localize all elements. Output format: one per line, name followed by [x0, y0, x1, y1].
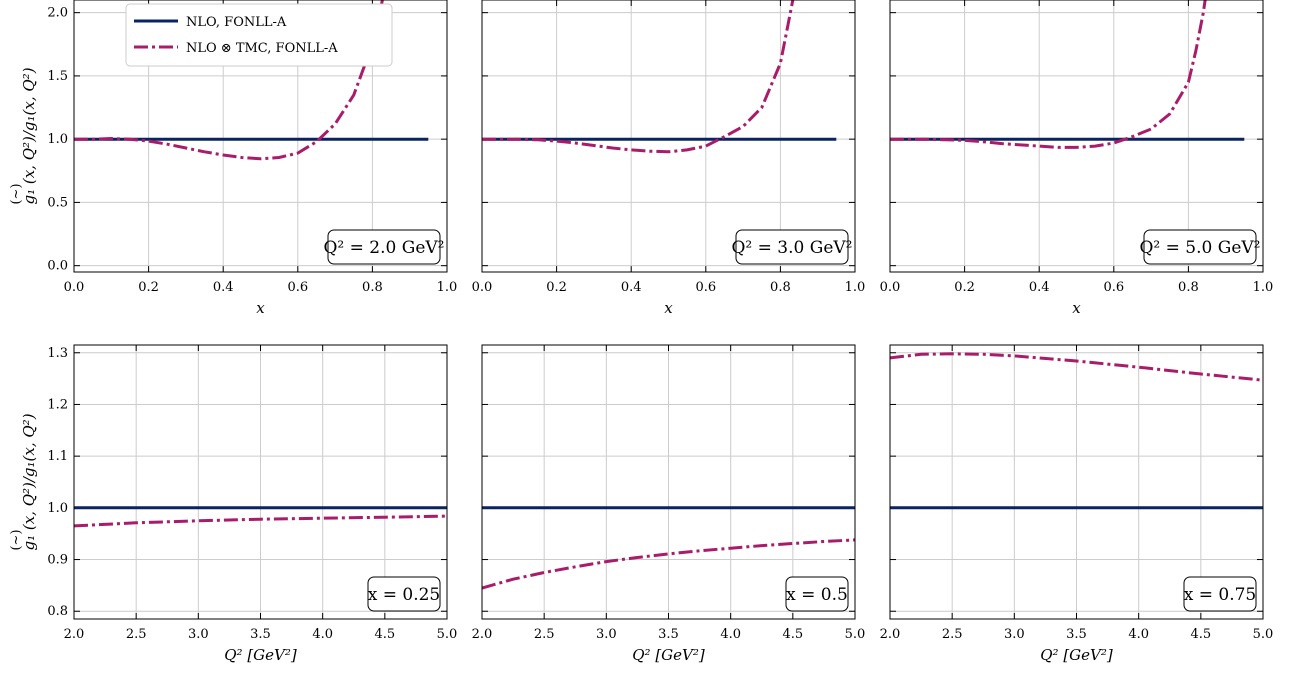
y-axis-label-accent: (~)	[9, 529, 24, 550]
series-line-nlo-tmc	[890, 0, 1207, 149]
x-tick-label: 0.4	[621, 280, 642, 295]
panel-2: 0.0 0.2 0.4 0.6 0.8 1.0 Q² = 3.0 GeV² x	[472, 0, 866, 317]
series-line-nlo-tmc	[482, 0, 795, 154]
annotation-box: x = 0.75	[1183, 576, 1257, 612]
plot-frame	[481, 0, 856, 273]
annotation-label: x = 0.25	[368, 585, 441, 605]
x-axis-label: x	[256, 299, 265, 317]
x-tick-label: 3.0	[1004, 627, 1025, 642]
legend: NLO, FONLL-A NLO ⊗ TMC, FONLL-A	[125, 3, 393, 67]
x-tick-label: 4.5	[782, 627, 803, 642]
annotation-frame	[327, 229, 441, 265]
annotation-box: x = 0.25	[367, 576, 441, 612]
y-tick-label: 0.8	[47, 604, 68, 619]
annotation-frame	[1143, 229, 1257, 265]
x-tick-label: 2.0	[472, 627, 493, 642]
x-tick-label: 3.0	[596, 627, 617, 642]
x-axis-label: Q² [GeV²]	[1040, 646, 1113, 664]
x-tick-label: 1.0	[845, 280, 866, 295]
panel-6: 2.0 2.5 3.0 3.5 4.0 4.5 5.0 x = 0.75 Q² [GeV²]	[880, 344, 1274, 664]
x-tick-label: 5.0	[845, 627, 866, 642]
y-tick-label: 1.3	[47, 346, 68, 361]
y-tick-label: 1.0	[47, 501, 68, 516]
x-axis-label: Q² [GeV²]	[224, 646, 297, 664]
annotation-box: Q² = 5.0 GeV²	[1140, 229, 1261, 265]
series-line-nlo-tmc	[74, 514, 447, 528]
x-tick-label: 5.0	[437, 627, 458, 642]
plot-frame	[889, 344, 1264, 620]
x-tick-label: 0.6	[287, 280, 308, 295]
x-tick-label: 3.5	[1066, 627, 1087, 642]
y-tick-label: 1.2	[47, 397, 68, 412]
annotation-label: x = 0.75	[1184, 585, 1257, 605]
y-axis-label-accent: (~)	[9, 183, 24, 204]
x-tick-label: 0.6	[1103, 280, 1124, 295]
x-axis-label: x	[664, 299, 673, 317]
series-line-nlo-tmc	[74, 0, 384, 161]
y-axis-label: g₁ (x, Q²)/g₁(x, Q²)	[20, 67, 38, 204]
y-tick-label: 2.0	[47, 6, 68, 21]
panel-5: 2.0 2.5 3.0 3.5 4.0 4.5 5.0 x = 0.5 Q² [GeV²]	[472, 344, 866, 664]
x-tick-label: 2.5	[126, 627, 147, 642]
x-tick-label: 2.0	[64, 627, 85, 642]
x-tick-label: 0.8	[362, 280, 383, 295]
plot-frame	[481, 344, 856, 620]
plot-frame	[73, 0, 448, 273]
x-tick-label: 4.0	[312, 627, 333, 642]
x-tick-label: 0.4	[213, 280, 234, 295]
annotation-frame	[367, 576, 441, 612]
annotation-label: Q² = 2.0 GeV²	[324, 238, 445, 258]
annotation-label: Q² = 3.0 GeV²	[732, 238, 853, 258]
x-tick-label: 3.0	[188, 627, 209, 642]
x-tick-label: 2.5	[942, 627, 963, 642]
x-tick-label: 1.0	[437, 280, 458, 295]
y-tick-label: 0.9	[47, 553, 68, 568]
x-tick-label: 0.2	[954, 280, 975, 295]
x-tick-label: 4.0	[720, 627, 741, 642]
y-tick-label: 0.5	[47, 195, 68, 210]
annotation-label: Q² = 5.0 GeV²	[1140, 238, 1261, 258]
x-axis-label: Q² [GeV²]	[632, 646, 705, 664]
x-tick-label: 0.0	[880, 280, 901, 295]
y-axis-label: g₁ (x, Q²)/g₁(x, Q²)	[20, 413, 38, 550]
panel-3: 0.0 0.2 0.4 0.6 0.8 1.0 Q² = 5.0 GeV² x	[880, 0, 1274, 317]
y-tick-label: 1.5	[47, 69, 68, 84]
annotation-frame	[735, 229, 849, 265]
x-tick-label: 0.0	[64, 280, 85, 295]
y-tick-label: 1.1	[47, 449, 68, 464]
x-tick-label: 3.5	[250, 627, 271, 642]
x-tick-label: 4.5	[374, 627, 395, 642]
x-tick-label: 0.6	[695, 280, 716, 295]
legend-label-tmc: NLO ⊗ TMC, FONLL-A	[186, 41, 338, 56]
annotation-frame	[785, 576, 849, 612]
x-tick-label: 0.8	[1178, 280, 1199, 295]
plot-frame	[889, 0, 1264, 273]
x-tick-label: 5.0	[1253, 627, 1274, 642]
x-tick-label: 0.4	[1029, 280, 1050, 295]
x-tick-label: 1.0	[1253, 280, 1274, 295]
y-tick-label: 0.0	[47, 259, 68, 274]
plot-frame	[73, 344, 448, 620]
x-tick-label: 2.5	[534, 627, 555, 642]
x-tick-label: 0.2	[138, 280, 159, 295]
annotation-box: x = 0.5	[785, 576, 849, 612]
x-tick-label: 4.5	[1190, 627, 1211, 642]
annotation-box: Q² = 3.0 GeV²	[732, 229, 853, 265]
annotation-label: x = 0.5	[786, 585, 848, 605]
legend-label-nlo: NLO, FONLL-A	[186, 15, 287, 30]
y-tick-label: 1.0	[47, 132, 68, 147]
x-axis-label: x	[1072, 299, 1081, 317]
x-tick-label: 3.5	[658, 627, 679, 642]
x-tick-label: 2.0	[880, 627, 901, 642]
legend-frame	[125, 3, 393, 67]
x-tick-label: 4.0	[1128, 627, 1149, 642]
x-tick-label: 0.0	[472, 280, 493, 295]
annotation-box: Q² = 2.0 GeV²	[324, 229, 445, 265]
x-tick-label: 0.8	[770, 280, 791, 295]
panel-4: 2.0 2.5 3.0 3.5 4.0 4.5 5.0 0.8 0.9 1.0 1.1 1.2 1.3 x…	[9, 344, 458, 664]
x-tick-label: 0.2	[546, 280, 567, 295]
annotation-frame	[1183, 576, 1257, 612]
